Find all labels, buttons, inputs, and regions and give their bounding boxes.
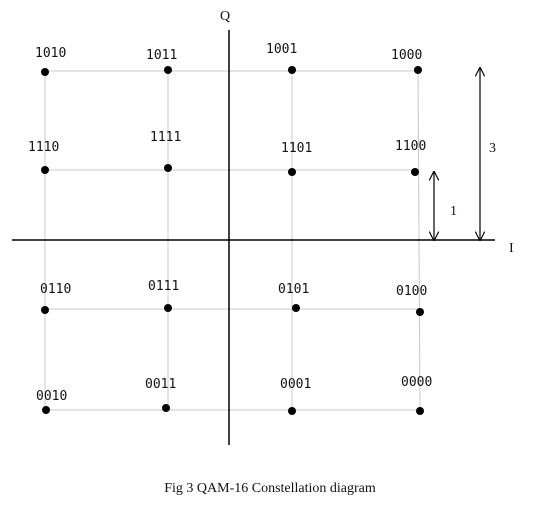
inner-annotation: 1 bbox=[450, 204, 457, 219]
constellation-point bbox=[411, 168, 419, 176]
point-label: 0111 bbox=[148, 279, 179, 294]
q-axis-label: Q bbox=[220, 9, 230, 24]
point-label: 0010 bbox=[36, 389, 67, 404]
point-label: 1011 bbox=[146, 48, 177, 63]
constellation-point bbox=[164, 164, 172, 172]
point-label: 0001 bbox=[280, 377, 311, 392]
constellation-point bbox=[164, 304, 172, 312]
constellation-point bbox=[416, 308, 424, 316]
point-label: 1000 bbox=[391, 48, 422, 63]
constellation-point bbox=[416, 407, 424, 415]
outer-annotation: 3 bbox=[489, 141, 496, 156]
constellation-point bbox=[41, 166, 49, 174]
point-label: 0110 bbox=[40, 282, 71, 297]
constellation-point bbox=[414, 66, 422, 74]
point-label: 1100 bbox=[395, 139, 426, 154]
caption: Fig 3 QAM-16 Constellation diagram bbox=[164, 481, 376, 496]
constellation-point bbox=[42, 406, 50, 414]
point-label: 1001 bbox=[266, 42, 297, 57]
constellation-point bbox=[288, 407, 296, 415]
constellation-point bbox=[288, 66, 296, 74]
point-label: 0011 bbox=[145, 377, 176, 392]
point-label: 0000 bbox=[401, 375, 432, 390]
point-label: 1110 bbox=[28, 140, 59, 155]
constellation-point bbox=[41, 68, 49, 76]
i-axis-label: I bbox=[509, 241, 514, 256]
constellation-point bbox=[41, 306, 49, 314]
point-label: 0101 bbox=[278, 282, 309, 297]
constellation-point bbox=[162, 404, 170, 412]
point-label: 1111 bbox=[150, 130, 181, 145]
constellation-point bbox=[164, 66, 172, 74]
point-label: 0100 bbox=[396, 284, 427, 299]
constellation-point bbox=[288, 168, 296, 176]
constellation-point bbox=[292, 304, 300, 312]
point-label: 1010 bbox=[35, 46, 66, 61]
point-label: 1101 bbox=[281, 141, 312, 156]
